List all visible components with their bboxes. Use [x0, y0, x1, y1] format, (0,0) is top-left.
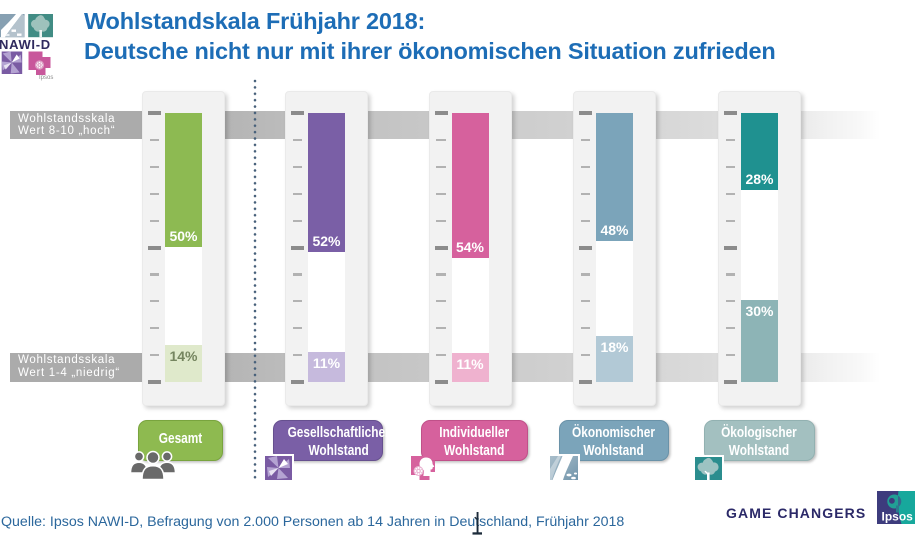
svg-text:Ipsos: Ipsos — [882, 510, 914, 524]
